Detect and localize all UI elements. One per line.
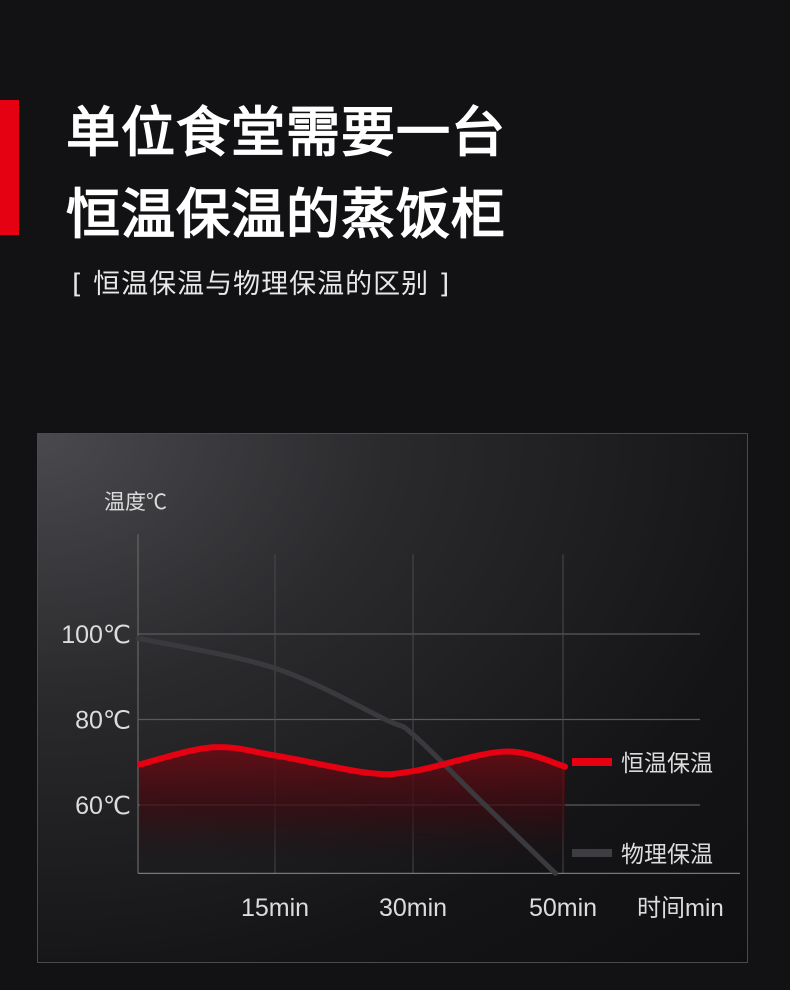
series-line-physical-insulation [135, 635, 558, 876]
chart-panel [37, 433, 748, 963]
x-tick-label: 15min [241, 894, 309, 922]
legend-swatch [572, 758, 612, 766]
y-axis-label: 温度℃ [104, 491, 167, 514]
x-tick-label: 50min [529, 894, 597, 922]
y-tick-label: 100℃ [61, 621, 131, 649]
title-line-1: 单位食堂需要一台 [66, 101, 506, 164]
legend-label: 物理保温 [621, 841, 713, 867]
page-title: 单位食堂需要一台 恒温保温的蒸饭柜 [66, 92, 506, 256]
legend-label: 恒温保温 [621, 750, 713, 776]
x-axis-label: 时间min [637, 895, 724, 922]
series-area-constant-temp [140, 747, 565, 874]
legend-swatch [572, 849, 612, 857]
y-tick-label: 80℃ [75, 707, 131, 735]
title-line-2: 恒温保温的蒸饭柜 [66, 183, 506, 246]
y-tick-label: 60℃ [75, 792, 131, 820]
subtitle: [ 恒温保温与物理保温的区别 ] [72, 269, 451, 300]
accent-bar [0, 100, 19, 235]
x-tick-label: 30min [379, 894, 447, 922]
series-line-constant-temp [137, 744, 568, 778]
